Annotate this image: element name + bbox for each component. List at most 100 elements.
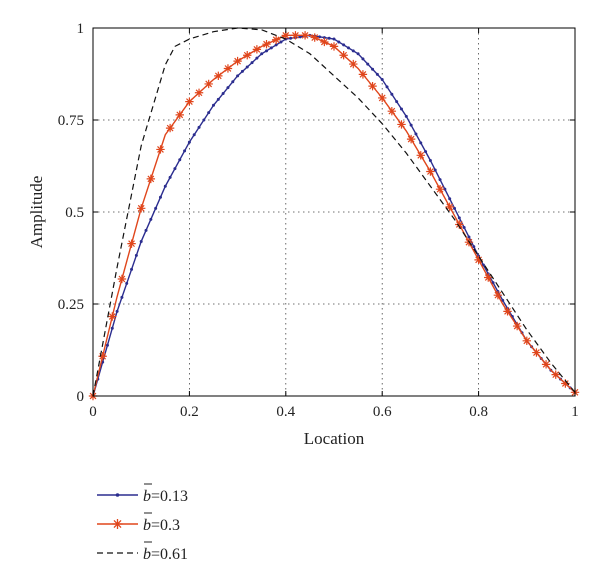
series-2-point	[204, 79, 213, 89]
series-2-point	[358, 70, 368, 79]
y-axis-label: Amplitude	[27, 176, 46, 249]
series-1-point	[322, 36, 326, 40]
series-2-point	[512, 321, 522, 331]
series-1-point	[380, 78, 384, 82]
x-axis-label: Location	[304, 429, 365, 448]
series-2-point	[368, 81, 377, 91]
series-1-point	[125, 281, 129, 285]
series-1-point	[265, 49, 269, 53]
series-1-point	[240, 69, 244, 73]
series-1-point	[491, 281, 495, 285]
series-1-point	[231, 80, 235, 84]
series-1-point	[115, 309, 119, 313]
series-1-point	[366, 62, 370, 66]
legend-label-3: b=0.61	[143, 546, 188, 563]
legend-label-2: b=0.3	[143, 517, 180, 534]
series-1-point	[202, 118, 206, 122]
series-1-point	[419, 141, 423, 145]
x-tick-label: 0.8	[469, 404, 488, 420]
series-1-point	[361, 57, 365, 61]
series-2-point	[397, 120, 406, 129]
series-2-point	[156, 145, 165, 154]
series-1-point	[134, 253, 138, 257]
series-1-point	[404, 114, 408, 118]
series-1-point	[216, 97, 220, 101]
x-tick-label: 0.6	[373, 404, 392, 420]
x-tick-label: 0	[89, 404, 97, 420]
series-1-point	[501, 298, 505, 302]
series-1-point	[390, 92, 394, 96]
series-1-point	[332, 37, 336, 41]
series-2-point	[320, 37, 329, 47]
series-line-1	[92, 34, 576, 397]
series-2-point	[484, 273, 493, 282]
grid-lines	[93, 28, 575, 396]
series-2-point	[493, 290, 503, 300]
series-1-point	[385, 85, 389, 89]
y-tick-label: 0.5	[65, 205, 84, 221]
series-2-point	[406, 134, 416, 144]
series-2-point	[271, 35, 281, 44]
series-2-point	[165, 123, 175, 133]
series-1-point	[192, 133, 196, 137]
series-1-point	[414, 132, 418, 136]
series-1-point	[236, 74, 240, 78]
series-1-point	[453, 206, 456, 210]
series-1-point	[139, 239, 143, 243]
series-1-point	[226, 86, 230, 90]
series-2-point	[387, 106, 397, 116]
series-2-point	[146, 174, 156, 184]
series-group	[88, 27, 580, 401]
series-1-point	[395, 100, 399, 104]
series-2-point	[416, 151, 425, 160]
series-1-point	[428, 158, 432, 162]
x-tick-label: 0.4	[276, 404, 295, 420]
series-1-point	[149, 217, 153, 221]
series-1-point	[178, 158, 182, 162]
series-1-point	[433, 168, 437, 172]
series-1-point	[351, 49, 355, 53]
series-line-2	[92, 34, 576, 397]
series-2-point	[223, 64, 233, 73]
legend-label-1: b=0.13	[143, 488, 188, 505]
series-2-point	[561, 379, 570, 388]
series-1-point	[346, 46, 350, 50]
series-1-point	[289, 36, 293, 40]
series-2-point	[339, 51, 348, 60]
series-1-point	[457, 216, 461, 220]
axis-ticks: 0 0.2 0.4 0.6 0.8 1 0 0.25 0.5 0.75 1	[58, 21, 579, 420]
series-1-point	[154, 206, 158, 210]
series-2-point	[117, 274, 127, 284]
y-tick-label: 1	[77, 21, 85, 37]
series-1-point	[467, 235, 471, 239]
series-2-point	[426, 167, 435, 176]
series-1-point	[221, 92, 225, 96]
series-2-point	[127, 239, 136, 248]
series-2-point	[137, 204, 146, 213]
series-2-point	[214, 71, 223, 81]
series-2-point	[281, 31, 290, 40]
series-1-point	[274, 43, 278, 47]
series-2-point	[551, 370, 560, 379]
series-1-point	[462, 225, 466, 229]
series-1-point	[327, 36, 331, 40]
y-tick-label: 0.25	[58, 297, 84, 313]
series-2-point	[108, 312, 117, 321]
legend-marker-star	[112, 519, 123, 529]
series-1-point	[279, 40, 283, 44]
series-2-point	[503, 307, 512, 316]
series-2-point	[262, 39, 271, 49]
series-2-point	[185, 97, 194, 106]
series-2-point	[300, 31, 310, 40]
series-1-point	[187, 140, 191, 144]
series-1-point	[438, 178, 442, 182]
series-1-point	[110, 326, 114, 330]
y-tick-label: 0.75	[58, 113, 84, 129]
series-2-point	[291, 31, 300, 40]
series-1-point	[197, 125, 201, 129]
series-1-point	[409, 123, 413, 127]
series-2-point	[194, 88, 204, 97]
series-2-point	[445, 202, 454, 212]
series-2-point	[252, 45, 262, 54]
